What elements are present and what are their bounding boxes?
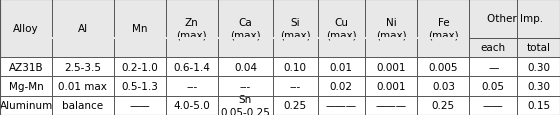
Bar bbox=[0, 0, 52, 58]
Text: 0.05: 0.05 bbox=[482, 81, 505, 91]
Text: 0.30: 0.30 bbox=[527, 81, 550, 91]
Bar bbox=[166, 0, 218, 58]
Text: 4.0-5.0: 4.0-5.0 bbox=[174, 101, 210, 110]
Text: 0.25: 0.25 bbox=[432, 101, 455, 110]
Text: ———: ——— bbox=[376, 101, 407, 110]
Text: Si
(max): Si (max) bbox=[280, 18, 311, 40]
Text: 0.10: 0.10 bbox=[284, 62, 307, 72]
Text: 0.25: 0.25 bbox=[284, 101, 307, 110]
Bar bbox=[52, 0, 114, 58]
Text: Other Imp.: Other Imp. bbox=[487, 14, 543, 24]
Text: Aluminum: Aluminum bbox=[0, 101, 53, 110]
Text: ——: —— bbox=[483, 101, 503, 110]
Text: 0.30: 0.30 bbox=[527, 62, 550, 72]
Bar bbox=[0, 37, 469, 39]
Text: 0.15: 0.15 bbox=[527, 101, 550, 110]
Text: 0.2-1.0: 0.2-1.0 bbox=[122, 62, 158, 72]
Text: 0.001: 0.001 bbox=[376, 62, 406, 72]
Text: 0.6-1.4: 0.6-1.4 bbox=[174, 62, 210, 72]
Text: 0.01 max: 0.01 max bbox=[58, 81, 108, 91]
Text: 0.02: 0.02 bbox=[330, 81, 353, 91]
Text: 0.001: 0.001 bbox=[376, 81, 406, 91]
Bar bbox=[318, 0, 365, 58]
Text: 0.03: 0.03 bbox=[432, 81, 455, 91]
Text: Alloy: Alloy bbox=[13, 24, 39, 34]
Bar bbox=[114, 0, 166, 58]
Text: AZ31B: AZ31B bbox=[9, 62, 43, 72]
Text: ---: --- bbox=[290, 81, 301, 91]
Text: balance: balance bbox=[62, 101, 104, 110]
Bar bbox=[517, 0, 560, 58]
Bar bbox=[417, 0, 469, 58]
Text: ---: --- bbox=[186, 81, 198, 91]
Text: Ca
(max): Ca (max) bbox=[230, 18, 261, 40]
Text: 0.04: 0.04 bbox=[234, 62, 257, 72]
Text: 0.01: 0.01 bbox=[330, 62, 353, 72]
Text: ——: —— bbox=[129, 101, 150, 110]
Bar bbox=[218, 0, 273, 58]
Bar bbox=[273, 0, 318, 58]
Text: Al: Al bbox=[78, 24, 88, 34]
Text: Sn
0.05-0.25: Sn 0.05-0.25 bbox=[221, 94, 270, 115]
Text: total: total bbox=[526, 43, 550, 53]
Text: ———: ——— bbox=[326, 101, 357, 110]
Text: Mn: Mn bbox=[132, 24, 147, 34]
Text: 2.5-3.5: 2.5-3.5 bbox=[64, 62, 101, 72]
Bar bbox=[469, 0, 517, 58]
Text: Fe
(max): Fe (max) bbox=[428, 18, 459, 40]
Text: each: each bbox=[480, 43, 506, 53]
Bar bbox=[365, 0, 417, 58]
Text: ---: --- bbox=[240, 81, 251, 91]
Text: Ni
(max): Ni (max) bbox=[376, 18, 407, 40]
Text: 0.5-1.3: 0.5-1.3 bbox=[121, 81, 158, 91]
Text: Zn
(max): Zn (max) bbox=[176, 18, 207, 40]
Text: Cu
(max): Cu (max) bbox=[326, 18, 357, 40]
Text: 0.005: 0.005 bbox=[428, 62, 458, 72]
Text: —: — bbox=[488, 62, 498, 72]
Text: Mg-Mn: Mg-Mn bbox=[9, 81, 44, 91]
